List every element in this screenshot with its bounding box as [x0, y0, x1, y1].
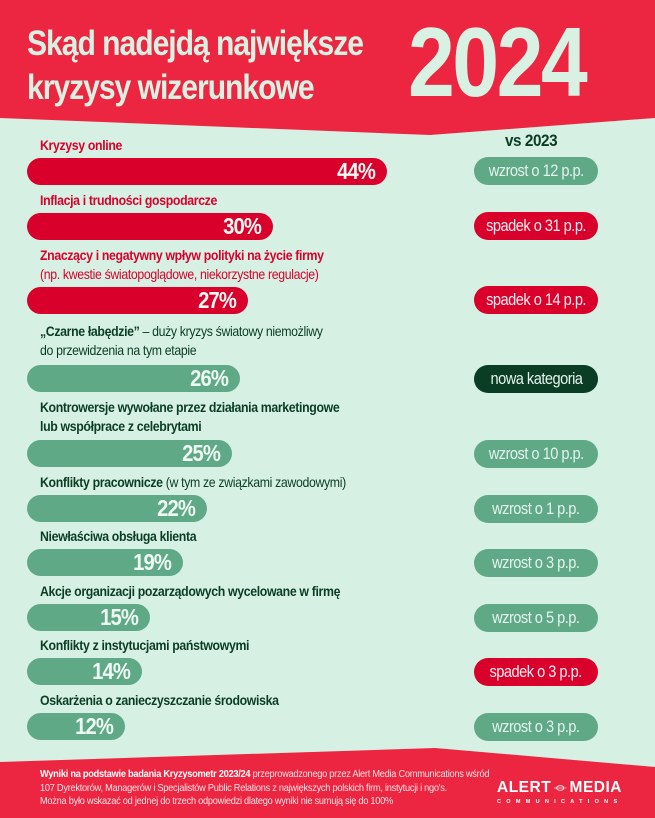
logo-text-left: ALERT [497, 779, 552, 796]
row-label: Akcje organizacji pozarządowych wycelowa… [40, 583, 341, 599]
change-badge: wzrost o 10 p.p. [474, 440, 598, 468]
link-ring-icon [554, 785, 567, 791]
row-label: „Czarne łabędzie” – duży kryzys światowy… [40, 323, 323, 358]
bar: 14% [27, 658, 142, 685]
bar-value: 44% [337, 158, 376, 184]
bar: 44% [27, 158, 387, 185]
change-badge: spadek o 14 p.p. [474, 286, 598, 314]
row-label: Kryzysy online [40, 137, 123, 153]
row-label: Konflikty z instytucjami państwowymi [40, 637, 250, 653]
change-badge: wzrost o 3 p.p. [474, 713, 598, 741]
bar: 19% [27, 549, 183, 576]
footer-background [0, 748, 655, 818]
bar-value: 19% [133, 549, 172, 575]
header-background [0, 0, 655, 135]
change-badge: wzrost o 12 p.p. [474, 157, 598, 185]
row-label: Kontrowersje wywołane przez działania ma… [40, 399, 340, 434]
change-badge: wzrost o 3 p.p. [474, 549, 598, 577]
row-label: Inflacja i trudności gospodarcze [40, 192, 218, 208]
comparison-heading: vs 2023 [505, 131, 558, 150]
change-badge: spadek o 31 p.p. [474, 212, 598, 240]
change-badge: wzrost o 5 p.p. [474, 604, 598, 632]
footnote: Wyniki na podstawie badania Kryzysometr … [40, 768, 490, 807]
logo-text-right: MEDIA [569, 779, 622, 796]
bar: 15% [27, 604, 150, 631]
change-badge: spadek o 3 p.p. [474, 658, 598, 686]
bar-value: 15% [100, 604, 139, 630]
bar: 25% [27, 440, 232, 467]
bar: 22% [27, 495, 207, 522]
row-label: Znaczący i negatywny wpływ polityki na ż… [40, 247, 324, 282]
year-label: 2024 [408, 7, 588, 117]
row-label: Niewłaściwa obsługa klienta [40, 528, 197, 544]
bar-value: 14% [92, 658, 131, 684]
bar-value: 22% [157, 495, 196, 521]
row-label: Konflikty pracownicze (w tym ze związkam… [40, 474, 346, 490]
logo-subtitle: COMMUNICATIONS [497, 799, 623, 805]
bar-value: 26% [190, 365, 229, 391]
row-label: Oskarżenia o zanieczyszczanie środowiska [40, 692, 279, 708]
bar: 27% [27, 287, 248, 314]
bar: 26% [27, 365, 240, 392]
title-line-1: Skąd nadejdą największe [27, 24, 364, 63]
bar: 30% [27, 213, 273, 240]
bar-value: 12% [75, 713, 114, 739]
page-title: Skąd nadejdą największe kryzysy wizerunk… [27, 22, 364, 110]
bar-value: 30% [223, 213, 262, 239]
bar-value: 25% [182, 440, 221, 466]
bar-value: 27% [198, 287, 237, 313]
alert-media-logo: ALERT MEDIA COMMUNICATIONS [497, 779, 622, 805]
change-badge: wzrost o 1 p.p. [474, 495, 598, 523]
bar: 12% [27, 713, 125, 740]
change-badge: nowa kategoria [474, 365, 598, 393]
title-line-2: kryzysy wizerunkowe [27, 68, 315, 107]
